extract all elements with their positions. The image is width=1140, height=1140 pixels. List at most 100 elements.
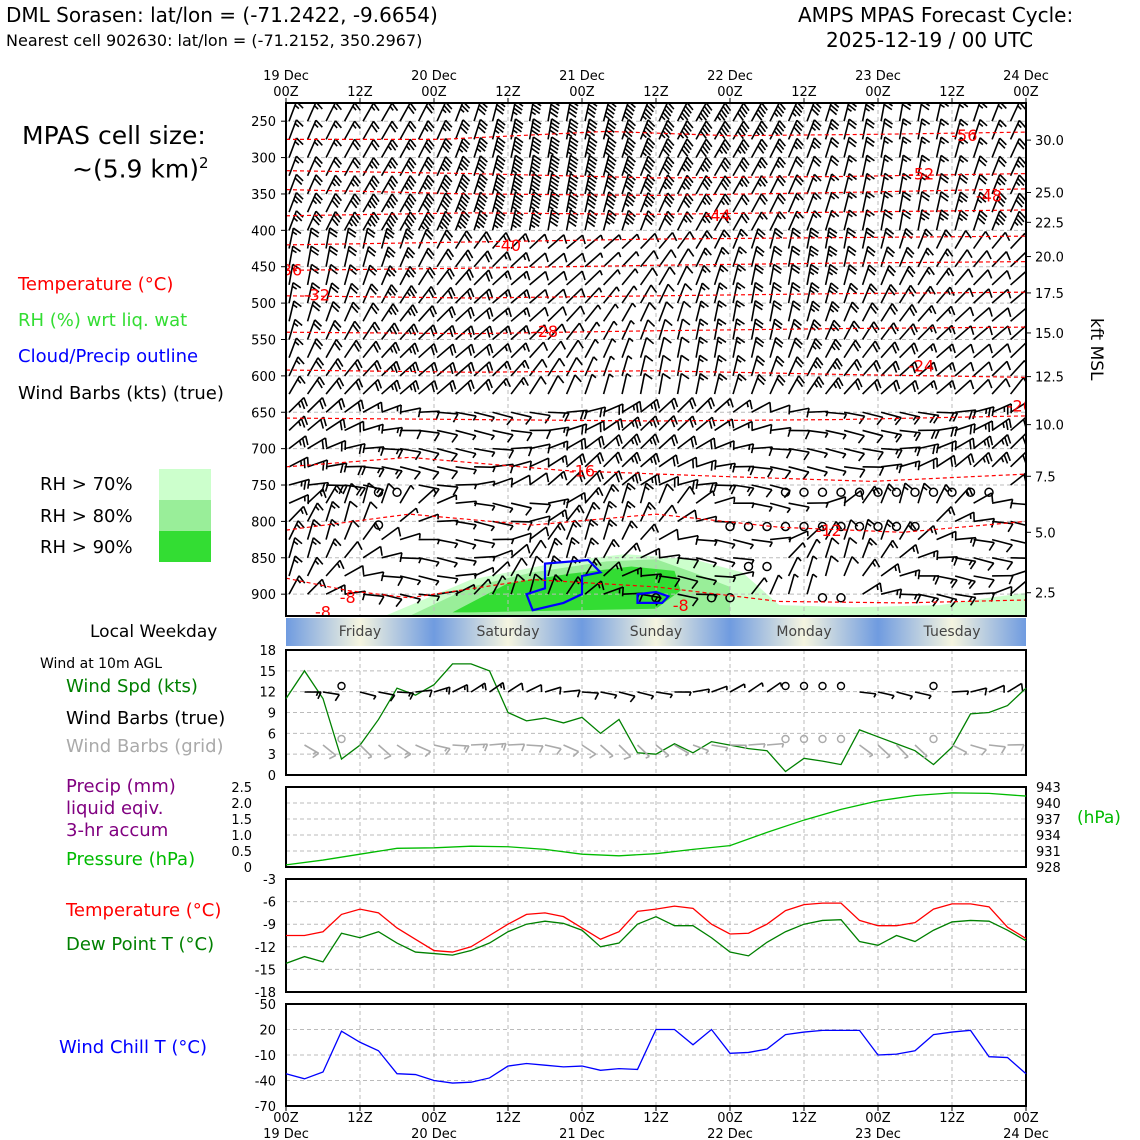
wind-barb	[288, 375, 306, 395]
wind-barb-flag	[432, 471, 440, 480]
wind-barb	[454, 268, 474, 286]
rh80-swatch	[159, 500, 211, 531]
wind-barb-staff	[676, 174, 688, 195]
wind-barb-half	[712, 490, 716, 497]
wind-barb	[806, 338, 823, 359]
wind-barb	[399, 246, 416, 268]
wind-barb-half	[958, 198, 964, 204]
wind-barb-flag	[759, 160, 767, 169]
wind-barb	[954, 191, 969, 213]
wind-barb	[566, 234, 586, 250]
wind-barb-staff	[824, 537, 833, 559]
wind-barb-staff	[751, 423, 772, 432]
wind-barb-flag	[470, 344, 475, 354]
wind-barb-flag	[940, 209, 950, 217]
wind-barb-staff	[769, 211, 781, 231]
wind-barb	[862, 582, 883, 595]
wind-barb-flag	[791, 249, 800, 256]
wind-barb-half	[811, 144, 817, 150]
wind-barb-half	[594, 338, 600, 344]
wind-barb-staff	[880, 118, 886, 140]
wind-barb	[824, 338, 842, 359]
wind-barb-flag	[347, 249, 357, 257]
wind-barb-half	[642, 151, 647, 157]
wind-barb-flag	[477, 144, 486, 152]
wind-barb-staff	[973, 361, 990, 377]
wind-barb-flag	[787, 427, 792, 437]
wind-barb	[769, 263, 783, 286]
wind-barb-flag	[391, 325, 398, 335]
wind-barb-staff	[547, 340, 562, 359]
wind-barb	[935, 118, 950, 140]
wind-barb-staff	[991, 417, 1010, 432]
wind-barb-half	[735, 321, 741, 327]
wind-barb-half	[635, 251, 640, 257]
wind-barb-flag	[531, 198, 541, 206]
wind-barb-staff	[861, 264, 870, 286]
wind-barb-flag	[428, 689, 433, 698]
wind-barb	[602, 118, 617, 140]
wind-barb-half	[472, 415, 477, 421]
wind-barb-half	[333, 141, 338, 147]
wind-barb-flag	[704, 247, 712, 256]
wind-barb-flag	[615, 473, 620, 483]
wind-barb-half	[719, 267, 725, 273]
wind-barb	[399, 304, 418, 322]
wind-barb-staff	[621, 433, 638, 450]
wind-barb	[806, 191, 822, 213]
wind-barb	[602, 320, 618, 340]
wind-barb	[528, 190, 542, 213]
wind-barb-half	[626, 486, 632, 491]
wind-barb-flag	[812, 104, 821, 113]
wind-barb-flag	[911, 382, 917, 393]
wind-barb-flag	[724, 157, 732, 166]
wind-barb	[415, 744, 432, 758]
wind-barb-flag	[429, 327, 435, 337]
wind-barb-staff	[639, 523, 656, 541]
wind-barb-staff	[344, 399, 362, 413]
wind-barb-flag	[665, 196, 673, 205]
wind-barb-staff	[362, 545, 382, 559]
wind-barb-half	[847, 194, 853, 200]
wind-barb	[751, 423, 773, 434]
wind-barb-flag	[353, 175, 361, 184]
wind-barb-flag	[317, 357, 325, 366]
wind-barb-staff	[640, 232, 656, 250]
wind-barb-staff	[455, 429, 477, 437]
wind-barb	[565, 305, 586, 322]
wind-barb-staff	[861, 485, 876, 504]
wind-barb-flag	[370, 142, 378, 151]
wind-barb	[510, 154, 524, 176]
bottom-hour-label: 12Z	[495, 1111, 521, 1126]
wind-barb	[751, 502, 773, 512]
wind-barb-staff	[636, 744, 650, 758]
wind-barb	[880, 539, 899, 559]
wind-barb-half	[523, 273, 527, 279]
calm-wind-marker	[817, 487, 828, 498]
legend-rh: RH (%) wrt liq. wat	[18, 310, 188, 331]
wind-barb-flag	[507, 343, 512, 353]
wind-barb-staff	[529, 526, 547, 541]
wind-barb-staff	[676, 283, 686, 304]
wind-barb-flag	[705, 120, 713, 130]
wind-barb	[954, 118, 969, 140]
wind-barb-staff	[563, 689, 580, 693]
wind-barb-staff	[491, 137, 499, 158]
calm-wind-marker	[818, 681, 827, 691]
wind-barb-half	[996, 181, 1002, 186]
wind-barb-flag	[749, 399, 753, 410]
wind-barb-flag	[521, 743, 526, 752]
wind-barb	[621, 400, 642, 413]
wind-barb-staff	[325, 418, 344, 432]
wind-barb-half	[1029, 558, 1031, 563]
bottom-hour-label: 12Z	[791, 1111, 817, 1126]
pressure-tick-label: 550	[251, 333, 276, 348]
wind-barb-flag	[329, 227, 338, 234]
wind-barb-flag	[769, 402, 772, 412]
wind-barb-staff	[713, 229, 725, 249]
wind-barb	[399, 361, 420, 377]
wind-barb-flag	[737, 264, 747, 272]
wind-barb	[695, 103, 713, 122]
wind-barb-flag	[757, 228, 766, 236]
wind-barb-staff	[510, 411, 532, 418]
